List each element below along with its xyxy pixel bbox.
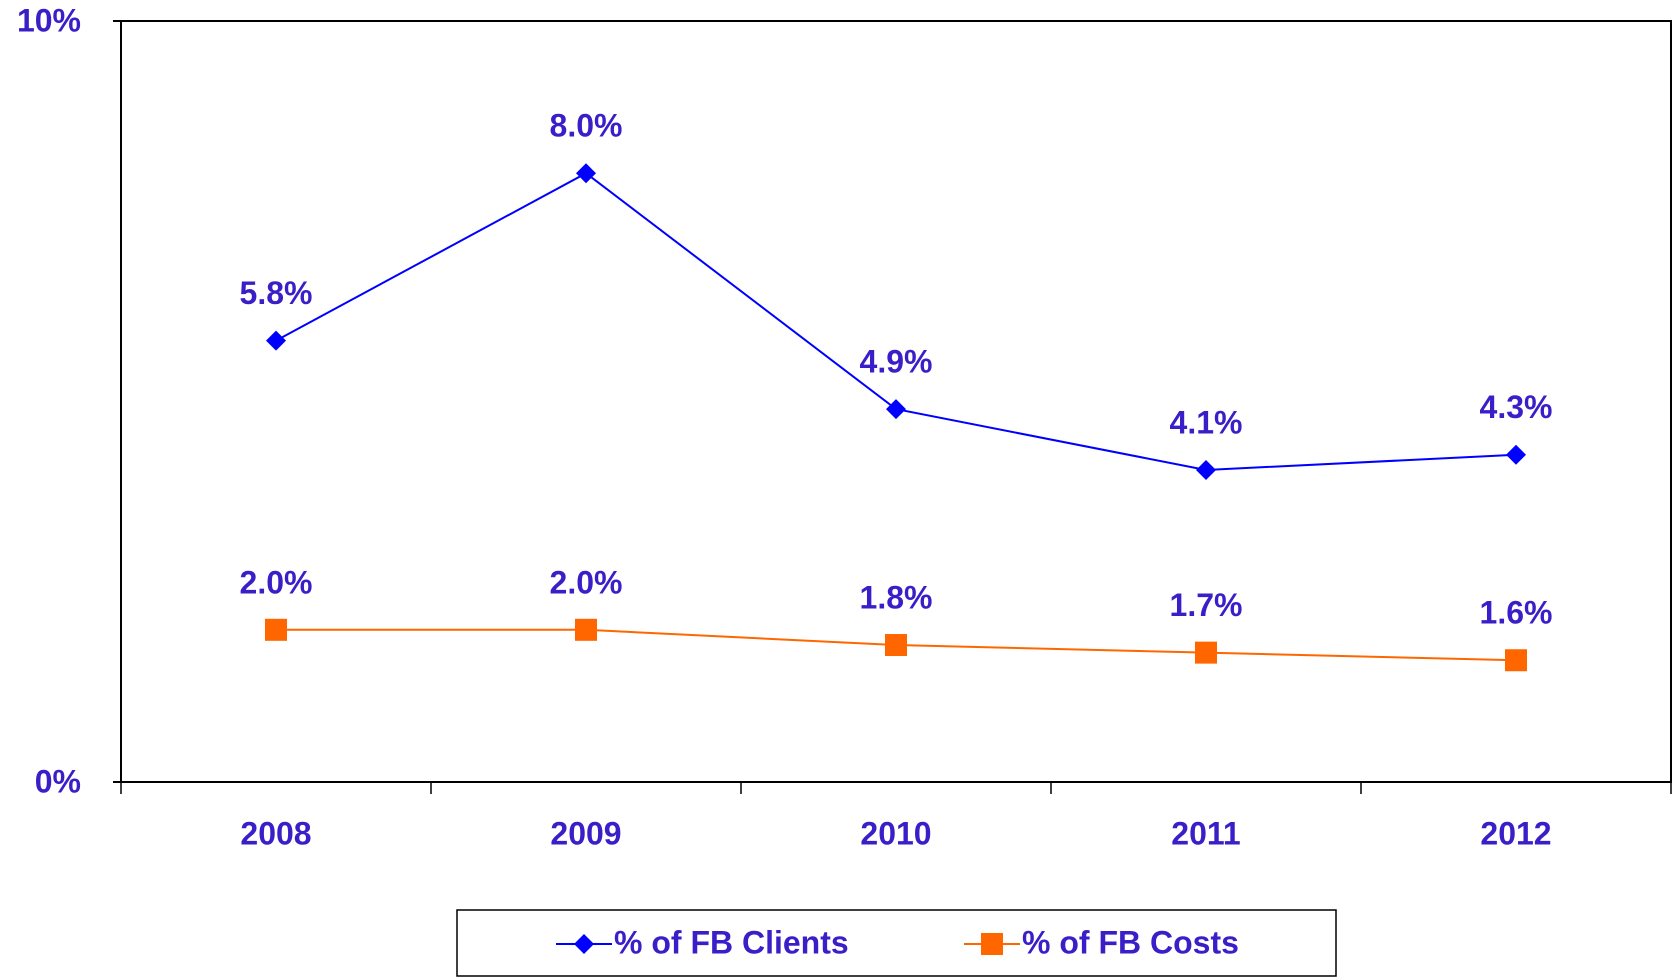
data-label: 1.8% [860,579,933,615]
data-point [1505,649,1527,672]
series-line [275,172,1517,471]
data-point [886,399,906,420]
plot-frame [120,20,1672,783]
data-label: 1.6% [1480,595,1553,631]
legend-label: % of FB Clients [614,924,849,960]
data-point [575,618,597,641]
x-tick-label: 2011 [1171,815,1240,851]
data-label: 4.1% [1170,404,1243,440]
data-label: 5.8% [240,275,313,311]
data-label: 2.0% [550,564,623,600]
data-point [265,618,287,641]
x-tick-label: 2008 [240,815,311,851]
legend-marker [981,933,1003,955]
legend-label: % of FB Costs [1022,924,1239,960]
y-tick-label: 0% [35,763,81,799]
data-point [1196,459,1216,480]
data-point [885,634,907,657]
x-tick-label: 2012 [1480,815,1551,851]
y-tick-label: 10% [17,2,81,38]
x-tick-label: 2009 [550,815,621,851]
data-point [1195,641,1217,664]
data-label: 8.0% [550,108,623,144]
legend-marker [574,934,594,954]
data-point [266,330,286,351]
data-label: 1.7% [1170,587,1243,623]
x-tick-label: 2010 [860,815,931,851]
data-point [1506,444,1526,465]
data-label: 2.0% [240,564,313,600]
data-label: 4.3% [1480,389,1553,425]
data-point [576,163,596,184]
data-label: 4.9% [860,344,933,380]
